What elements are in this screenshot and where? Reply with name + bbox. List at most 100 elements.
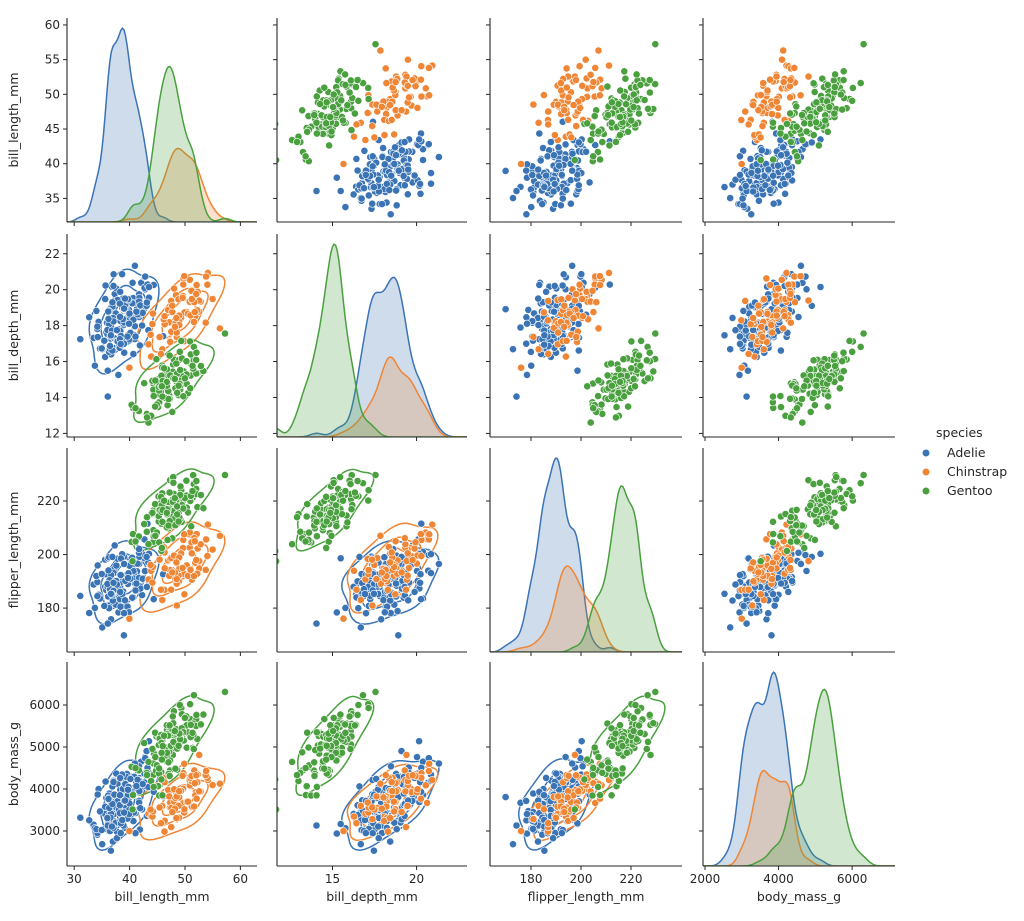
point-chinstrap	[403, 55, 412, 64]
point-gentoo	[594, 127, 603, 136]
point-gentoo	[815, 478, 824, 487]
point-gentoo	[583, 382, 592, 391]
point-gentoo	[792, 505, 801, 514]
point-adelie	[754, 166, 762, 175]
point-gentoo	[182, 476, 191, 485]
point-chinstrap	[403, 81, 412, 90]
point-gentoo	[162, 508, 171, 517]
point-adelie	[85, 313, 94, 322]
point-chinstrap	[350, 566, 358, 575]
point-chinstrap	[377, 102, 386, 111]
y-tick-label: 18	[45, 319, 60, 333]
point-adelie	[385, 186, 394, 194]
point-adelie	[120, 609, 128, 618]
point-chinstrap	[772, 97, 781, 106]
point-gentoo	[170, 374, 179, 383]
point-chinstrap	[424, 64, 433, 72]
y-axis-label: bill_length_mm	[6, 72, 21, 167]
point-gentoo	[583, 436, 586, 437]
point-adelie	[391, 143, 399, 152]
point-gentoo	[322, 741, 331, 750]
point-adelie	[738, 194, 747, 203]
point-gentoo	[140, 520, 149, 528]
point-adelie	[764, 609, 773, 618]
point-chinstrap	[383, 827, 392, 836]
point-adelie	[399, 171, 408, 180]
point-gentoo	[312, 118, 321, 127]
point-gentoo	[364, 496, 373, 505]
point-adelie	[336, 554, 345, 563]
point-chinstrap	[391, 590, 400, 599]
point-chinstrap	[356, 802, 365, 810]
point-gentoo	[777, 403, 785, 411]
point-chinstrap	[748, 601, 757, 610]
point-adelie	[527, 203, 536, 211]
point-chinstrap	[424, 767, 433, 775]
point-chinstrap	[772, 553, 781, 562]
point-adelie	[720, 331, 729, 340]
point-chinstrap	[157, 349, 165, 358]
point-gentoo	[856, 342, 865, 351]
point-adelie	[142, 553, 151, 561]
point-adelie	[101, 777, 110, 786]
point-adelie	[356, 840, 365, 849]
point-chinstrap	[544, 296, 553, 305]
point-adelie	[577, 270, 586, 279]
point-gentoo	[607, 359, 615, 368]
point-chinstrap	[417, 62, 426, 71]
point-chinstrap	[572, 333, 581, 341]
point-adelie	[109, 578, 118, 587]
point-gentoo	[603, 371, 612, 380]
point-chinstrap	[178, 564, 187, 572]
point-adelie	[578, 762, 587, 771]
point-gentoo	[173, 388, 182, 397]
point-adelie	[332, 173, 341, 182]
point-chinstrap	[403, 801, 412, 810]
legend-marker-adelie	[922, 449, 930, 457]
point-gentoo	[806, 407, 815, 416]
point-chinstrap	[572, 771, 580, 780]
point-gentoo	[624, 127, 632, 136]
point-chinstrap	[391, 537, 400, 546]
y-tick-label: 50	[45, 87, 60, 101]
point-gentoo	[128, 805, 137, 814]
point-gentoo	[825, 494, 834, 503]
y-tick-label: 220	[37, 494, 60, 508]
point-adelie	[761, 181, 770, 190]
point-chinstrap	[171, 322, 179, 331]
point-adelie	[368, 199, 377, 208]
point-gentoo	[151, 500, 159, 508]
point-gentoo	[589, 152, 598, 161]
point-adelie	[379, 596, 388, 604]
point-gentoo	[221, 688, 229, 696]
point-adelie	[116, 339, 125, 348]
point-chinstrap	[772, 311, 781, 320]
point-adelie	[415, 737, 423, 746]
point-adelie	[427, 179, 435, 188]
point-chinstrap	[758, 122, 767, 130]
point-gentoo	[620, 92, 628, 101]
point-gentoo	[792, 102, 801, 111]
point-chinstrap	[786, 318, 795, 327]
point-chinstrap	[796, 272, 805, 281]
point-gentoo	[830, 351, 839, 360]
point-gentoo	[614, 388, 623, 397]
point-gentoo	[769, 392, 777, 401]
point-chinstrap	[804, 296, 813, 305]
point-adelie	[135, 341, 144, 350]
point-gentoo	[188, 728, 197, 737]
point-gentoo	[645, 76, 654, 84]
point-adelie	[145, 283, 153, 291]
point-chinstrap	[605, 268, 613, 277]
point-chinstrap	[786, 76, 795, 84]
point-chinstrap	[352, 819, 361, 828]
x-tick-label: 4000	[763, 872, 794, 886]
point-adelie	[353, 166, 362, 175]
point-gentoo	[277, 547, 280, 555]
panel-bill_length_mm-vs-flipper_length_mm	[486, 18, 682, 226]
point-chinstrap	[389, 797, 398, 806]
point-chinstrap	[411, 538, 420, 547]
point-gentoo	[353, 477, 362, 485]
point-gentoo	[651, 40, 660, 49]
point-gentoo	[163, 536, 172, 544]
